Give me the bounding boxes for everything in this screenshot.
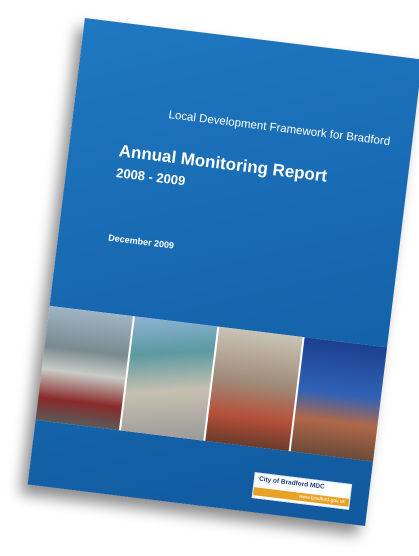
logo-url: www.bradford.gov.uk [253,487,349,507]
photo-strip [36,306,387,462]
photo-bus [36,306,133,430]
photo-station [290,337,387,461]
council-logo: City of Bradford MDC www.bradford.gov.uk [252,472,352,510]
page: Local Development Framework for Bradford… [0,0,419,556]
years: 2008 - 2009 [115,165,186,188]
report-cover: Local Development Framework for Bradford… [28,18,419,526]
subtitle: Local Development Framework for Bradford [168,109,391,148]
date: December 2009 [108,233,175,251]
photo-construction [205,327,302,451]
photo-shops [120,316,217,440]
